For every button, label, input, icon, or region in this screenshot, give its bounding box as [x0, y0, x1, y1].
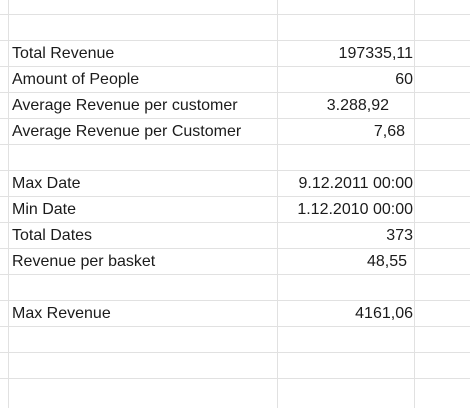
table-row: Amount of People 60: [0, 66, 470, 92]
label-cell[interactable]: Min Date: [12, 201, 77, 218]
table-row: [0, 326, 470, 352]
value-cell[interactable]: 1.12.2010 00:00: [297, 201, 413, 218]
value-cell[interactable]: [277, 353, 413, 379]
label-cell[interactable]: Total Revenue: [12, 45, 115, 62]
table-row: Total Revenue 197335,11: [0, 40, 470, 66]
value-cell[interactable]: [277, 327, 413, 353]
table-row: [0, 14, 470, 40]
table-row: Average Revenue per Customer 7,68: [0, 118, 470, 144]
table-row: Revenue per basket 48,55: [0, 248, 470, 274]
label-cell[interactable]: [12, 275, 276, 301]
label-cell[interactable]: Average Revenue per customer: [12, 97, 238, 114]
table-row: Max Date 9.12.2011 00:00: [0, 170, 470, 196]
value-cell[interactable]: 9.12.2011 00:00: [298, 175, 413, 192]
label-cell[interactable]: Total Dates: [12, 227, 93, 244]
value-cell[interactable]: 3.288,92: [326, 97, 389, 114]
table-row: [0, 378, 470, 404]
value-cell[interactable]: 60: [395, 71, 413, 88]
label-cell[interactable]: Average Revenue per Customer: [12, 123, 242, 140]
table-row: Total Dates 373: [0, 222, 470, 248]
value-cell[interactable]: 373: [386, 227, 413, 244]
table-row: [0, 144, 470, 170]
value-cell[interactable]: 197335,11: [338, 45, 413, 62]
value-cell[interactable]: 4161,06: [355, 305, 413, 322]
label-cell[interactable]: [12, 353, 276, 379]
label-cell[interactable]: Max Revenue: [12, 305, 111, 322]
label-cell[interactable]: [12, 15, 276, 41]
label-cell[interactable]: [12, 379, 276, 405]
value-cell[interactable]: [277, 275, 413, 301]
sheet-rows: Total Revenue 197335,11 Amount of People…: [0, 14, 470, 404]
label-cell[interactable]: [12, 327, 276, 353]
table-row: Max Revenue 4161,06: [0, 300, 470, 326]
value-cell[interactable]: 48,55: [366, 253, 407, 270]
label-cell[interactable]: Revenue per basket: [12, 253, 156, 270]
value-cell[interactable]: [277, 15, 413, 41]
label-cell[interactable]: [12, 145, 276, 171]
value-cell[interactable]: [277, 379, 413, 405]
table-row: Min Date 1.12.2010 00:00: [0, 196, 470, 222]
value-cell[interactable]: 7,68: [373, 123, 405, 140]
table-row: [0, 352, 470, 378]
table-row: Average Revenue per customer 3.288,92: [0, 92, 470, 118]
value-cell[interactable]: [277, 145, 413, 171]
label-cell[interactable]: Max Date: [12, 175, 81, 192]
label-cell[interactable]: Amount of People: [12, 71, 140, 88]
table-row: [0, 274, 470, 300]
